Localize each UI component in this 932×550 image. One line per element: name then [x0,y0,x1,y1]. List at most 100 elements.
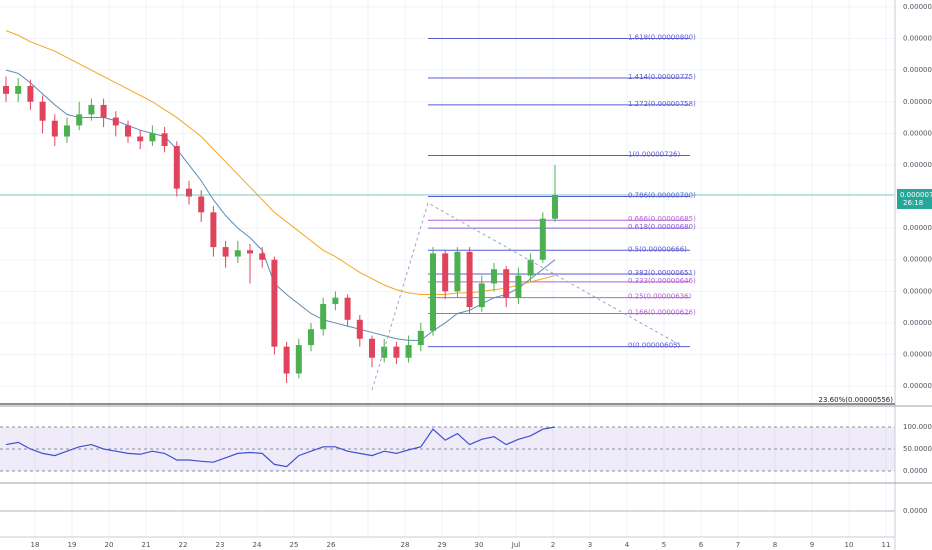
candle-body [161,133,168,146]
fib-label: 0.5(0.00000666) [628,245,687,253]
last-price-box [897,188,932,209]
fib-label: 1(0.00000726) [628,150,680,158]
y-tick-label: 0.00000600 [903,351,932,359]
candle-body [247,250,253,254]
candle-body [430,253,436,331]
fib-label: 1.272(0.00000758) [628,100,696,108]
rsi-tick-label: 0.0000 [903,467,928,475]
candle-body [88,104,95,115]
fib-label: 0.333(0.00000646) [628,277,696,285]
y-tick-label: 0.00000620 [903,319,932,327]
candle-body [259,253,266,260]
x-tick-label: 7 [736,541,740,549]
x-tick-label: 30 [475,541,484,549]
candle-body [125,125,131,137]
candle-body [39,101,46,121]
candle-body [27,85,34,102]
candle-body [442,253,449,292]
y-tick-label: 0.00000820 [903,3,932,11]
candle-body [356,319,363,339]
candle-body [393,346,400,358]
candle-body [478,283,485,308]
x-tick-label: 28 [401,541,410,549]
fib-label: 0(0.00000605) [628,342,680,350]
candle-body [51,120,58,137]
rsi-tick-label: 100.0000 [903,423,932,431]
x-tick-label: 9 [810,541,814,549]
candle-body [308,329,314,346]
y-tick-label: 0.00000740 [903,129,932,137]
candle-body [381,346,388,358]
candle-body [503,269,510,298]
candle-body [173,145,180,189]
candle-body [417,330,424,346]
y-tick-label: 0.00000640 [903,287,932,295]
moving-average [5,30,556,296]
candle-body [271,259,278,347]
x-tick-label: 29 [438,541,447,549]
candle-body [210,212,217,248]
x-tick-label: 22 [179,541,188,549]
candle-body [198,196,205,213]
x-tick-label: 26 [327,541,336,549]
candle-body [454,251,461,292]
y-tick-label: 0.00000720 [903,161,932,169]
fib-label: 1.414(0.00000775) [628,73,696,81]
fib-label: 1.618(0.00000800) [628,34,696,42]
x-tick-label: 20 [105,541,114,549]
candle-body [186,188,192,197]
fib-label: 0.166(0.00000626) [628,308,696,316]
x-tick-label: 24 [253,541,262,549]
x-tick-label: 19 [68,541,77,549]
x-tick-label: 5 [662,541,666,549]
x-tick-label: 8 [773,541,777,549]
candle-body [3,85,9,94]
x-tick-label: 11 [882,541,891,549]
x-tick-label: 4 [625,541,630,549]
y-tick-label: 0.00000800 [903,35,932,43]
rsi-line [5,426,556,468]
x-tick-label: 6 [699,541,704,549]
y-tick-label: 0.00000760 [903,98,932,106]
fib-label: 0.666(0.00000685) [628,215,696,223]
fib-label: 0.382(0.00000651) [628,269,696,277]
candle-body [149,133,156,142]
x-tick-label: 10 [845,541,854,549]
candle-body [552,194,558,219]
candle-body [527,259,534,276]
x-tick-label: 2 [551,541,555,549]
candle-body [112,117,119,126]
x-tick-label: 21 [142,541,151,549]
rsi-tick-label: 50.0000 [903,445,932,453]
macd-tick-label: 0.0000 [903,507,928,515]
candle-body [222,247,229,257]
y-tick-label: 0.00000680 [903,224,932,232]
fib-extension-label: 23.60%(0.00000556) [819,396,894,404]
y-tick-label: 0.00000580 [903,382,932,390]
candle-body [344,297,351,320]
candle-body [64,125,70,137]
countdown: 26:18 [903,199,923,207]
candle-body [491,269,497,284]
x-tick-label: 3 [588,541,592,549]
candle-body [234,250,241,257]
candle-body [515,275,522,298]
candle-body [320,303,327,330]
candle-body [15,85,22,94]
candle-body [283,346,290,374]
moving-average [5,69,556,341]
x-tick-label: 23 [216,541,225,549]
fib-label: 0.618(0.00000680) [628,223,696,231]
candle-body [100,104,107,118]
last-price-label: 0.00000701 [900,191,932,199]
y-tick-label: 0.00000660 [903,256,932,264]
x-tick-label: 25 [290,541,299,549]
candle-body [295,345,302,374]
x-tick-label: Jul [511,541,521,549]
x-tick-label: 18 [31,541,40,549]
candle-body [539,218,546,260]
fib-label: 0.25(0.00000636) [628,293,692,301]
candle-body [369,338,375,358]
